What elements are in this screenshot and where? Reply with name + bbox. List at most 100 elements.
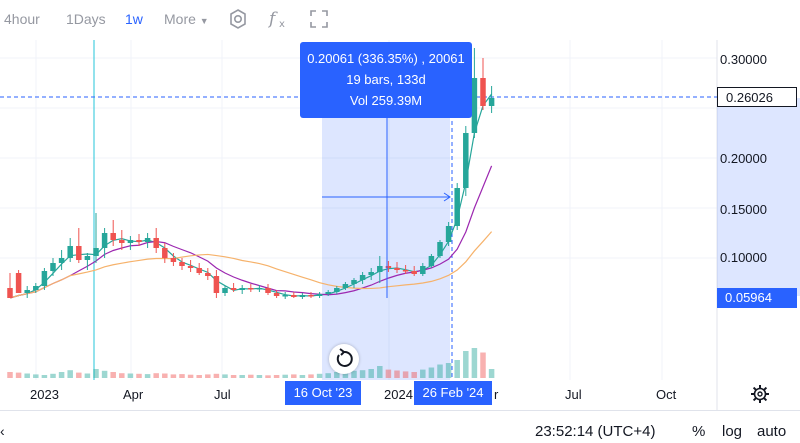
volume-bar [316, 373, 323, 378]
volume-bar [394, 370, 400, 378]
chevron-down-icon: ▼ [199, 16, 209, 26]
left-edge-chevron-icon: ‹ [0, 423, 5, 439]
volume-bar [273, 375, 280, 378]
volume-bar [308, 374, 314, 378]
chart-settings-gear-icon[interactable] [750, 384, 770, 409]
candle-body [351, 280, 357, 284]
candle-body [420, 266, 426, 274]
time-tick: Oct [656, 387, 677, 402]
settings-icon[interactable] [227, 8, 249, 30]
measure-start-date-badge: 16 Oct '23 [285, 381, 361, 405]
candle-body [58, 258, 65, 263]
volume-bar [24, 373, 30, 378]
candle-body [480, 78, 486, 106]
price-tick: 0.20000 [720, 151, 767, 166]
clock-timezone[interactable]: 23:52:14 (UTC+4) [535, 423, 656, 440]
candle-body [428, 256, 435, 266]
volume-bar [359, 370, 366, 378]
volume-bar [488, 369, 495, 378]
candle-body [325, 292, 331, 294]
volume-bar [222, 374, 228, 378]
volume-bar [377, 366, 383, 378]
ma-slow-line [9, 231, 493, 299]
volume-bar [213, 373, 220, 378]
price-axis-range-shade [717, 98, 800, 296]
candle-body [256, 288, 263, 290]
volume-bar [256, 375, 263, 378]
candle-body [93, 248, 99, 256]
volume-bar [187, 374, 194, 378]
candle-body [205, 273, 211, 276]
volume-bar [471, 348, 478, 378]
reset-icon [336, 348, 353, 367]
volume-bar [230, 375, 237, 378]
volume-bar [420, 369, 426, 378]
interval-4hour[interactable]: 4hour [4, 11, 40, 27]
svg-text:x: x [279, 19, 285, 30]
candle-body [110, 233, 116, 240]
volume-bar [428, 367, 435, 378]
measure-arrow-head [443, 192, 451, 202]
price-tick: 0.10000 [720, 250, 767, 265]
candle-body [402, 270, 409, 272]
candle-body [213, 276, 220, 293]
candle-body [84, 256, 91, 260]
volume-bar [265, 375, 271, 378]
candle-body [41, 271, 48, 286]
volume-bar [334, 372, 340, 378]
price-tick: 0.30000 [720, 52, 767, 67]
time-tick: Jul [214, 387, 231, 402]
candlestick-series [7, 48, 495, 299]
candle-body [179, 262, 185, 266]
volume-bar [299, 375, 306, 378]
volume-bar [33, 374, 39, 378]
volume-bar [342, 371, 349, 378]
candle-body [445, 226, 452, 242]
candle-body [50, 263, 56, 271]
price-chart[interactable] [0, 38, 800, 410]
candle-body [273, 293, 280, 296]
volume-bar [205, 374, 211, 378]
volume-bar [291, 374, 297, 378]
volume-bar [437, 364, 443, 378]
volume-bar [411, 372, 417, 378]
more-intervals-button[interactable]: More ▼ [164, 11, 209, 27]
candle-body [291, 295, 297, 297]
volume-bars [7, 348, 495, 378]
candle-body [153, 238, 159, 248]
measure-range-shade [322, 98, 450, 380]
volume-bar [325, 373, 331, 378]
indicators-fx-icon[interactable]: f x [267, 8, 290, 30]
volume-bar [136, 373, 142, 378]
candle-body [368, 272, 374, 275]
volume-bar [101, 370, 108, 378]
volume-bar [351, 370, 357, 378]
candle-body [488, 98, 495, 106]
volume-bar [454, 360, 460, 378]
candle-body [394, 268, 400, 270]
percent-scale-toggle[interactable]: % [692, 423, 706, 440]
candle-body [265, 288, 271, 293]
measure-tooltip: 0.20061 (336.35%) , 20061 19 bars, 133d … [300, 42, 472, 118]
candle-body [119, 240, 125, 243]
volume-bar [162, 373, 168, 378]
candle-body [342, 284, 349, 288]
volume-bar [402, 371, 409, 378]
candle-body [15, 273, 22, 293]
candle-body [377, 266, 383, 272]
reset-chart-button[interactable] [329, 344, 359, 374]
candle-body [196, 268, 202, 273]
candle-body [359, 275, 366, 280]
interval-1days[interactable]: 1Days [66, 11, 106, 27]
candle-body [162, 248, 168, 258]
svg-text:f: f [268, 9, 278, 29]
fullscreen-icon[interactable] [308, 8, 330, 30]
volume-bar [239, 375, 245, 378]
candle-body [437, 242, 443, 256]
interval-1w[interactable]: 1w [125, 11, 143, 27]
log-scale-toggle[interactable]: log [722, 423, 743, 440]
volume-bar [480, 352, 486, 378]
auto-scale-toggle[interactable]: auto [757, 423, 787, 440]
candle-body [454, 188, 460, 226]
chart-bottom-bar: ‹ 23:52:14 (UTC+4) % log auto [0, 410, 800, 443]
